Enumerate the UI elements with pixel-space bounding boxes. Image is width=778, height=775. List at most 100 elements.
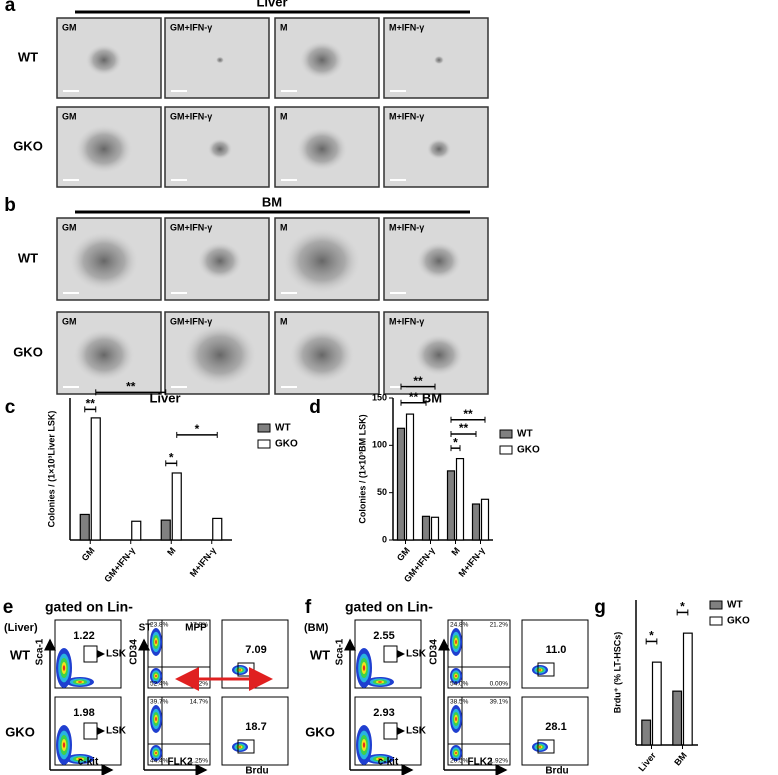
flow-plot	[521, 619, 589, 689]
bar	[131, 520, 142, 541]
panel-label: d	[309, 397, 321, 418]
gate-value: 1.22	[73, 630, 94, 642]
image-label: M	[280, 316, 288, 326]
micrograph	[383, 217, 489, 301]
density-contour	[155, 751, 157, 755]
x-tick-label: GM	[80, 545, 97, 563]
significance-label: *	[649, 629, 654, 643]
brdu-value: 11.0	[546, 644, 567, 656]
legend-label: WT	[727, 600, 743, 611]
image-label: M+IFN-γ	[389, 22, 424, 32]
legend-swatch	[257, 439, 271, 449]
colony	[415, 334, 463, 376]
legend-label: GKO	[517, 445, 540, 456]
image-label: GM	[62, 22, 77, 32]
y-tick-label: 100	[372, 440, 387, 450]
colony	[297, 127, 347, 171]
bar	[79, 513, 90, 541]
tissue-label: (Liver)	[4, 622, 38, 634]
quadrant-label: MPP	[185, 623, 207, 634]
panel-label: a	[5, 0, 16, 16]
row-label: WT	[18, 250, 38, 265]
image-label: M	[280, 111, 288, 121]
gate	[237, 739, 255, 754]
bar	[421, 515, 431, 541]
density-contour	[238, 746, 242, 748]
image-label: GM	[62, 316, 77, 326]
density-contour	[62, 742, 66, 748]
quadrant-value: 44.4%	[150, 758, 169, 765]
image-label: M	[280, 222, 288, 232]
row-label: WT	[10, 647, 30, 662]
quadrant-value: 21.2%	[490, 622, 509, 629]
colony	[184, 324, 256, 386]
image-label: M+IFN-γ	[389, 316, 424, 326]
gate-label: LSK	[406, 649, 427, 660]
image-label: M+IFN-γ	[389, 222, 424, 232]
legend-swatch	[499, 445, 513, 455]
bar	[396, 427, 406, 541]
significance-label: **	[86, 397, 96, 411]
quadrant-value: 20.5%	[450, 758, 469, 765]
gate-value: 2.93	[373, 707, 394, 719]
colony	[284, 228, 360, 294]
brdu-value: 7.09	[245, 644, 266, 656]
bar	[455, 457, 465, 541]
axis-label: CD34	[129, 639, 140, 665]
y-tick-label: 50	[377, 487, 387, 497]
gate	[537, 662, 555, 677]
gate-label: LSK	[106, 649, 127, 660]
brdu-value: 28.1	[545, 721, 566, 733]
chart-title: BM	[422, 390, 442, 405]
bar	[446, 470, 456, 541]
quadrant-value: 23.8%	[150, 622, 169, 629]
density-contour	[538, 669, 542, 671]
colony	[198, 242, 242, 280]
axis-label: c-kit	[378, 757, 399, 768]
y-axis-label: Colonies / (1×10³Liver LSK)	[46, 411, 56, 528]
density-contour	[155, 717, 157, 721]
legend-label: WT	[275, 423, 291, 434]
quadrant-value: 54.0%	[450, 681, 469, 688]
legend-label: GKO	[727, 616, 750, 627]
quadrant-value: 1.92%	[490, 758, 509, 765]
panel-label: g	[594, 597, 606, 618]
significance-label: *	[453, 435, 458, 449]
row-label: WT	[18, 49, 38, 64]
flow-plot	[221, 696, 289, 766]
axis-label: Brdu	[245, 766, 268, 775]
colony	[74, 329, 134, 381]
quadrant-value: 1.25%	[190, 758, 209, 765]
legend-swatch	[499, 429, 513, 439]
x-tick-label: M+IFN-γ	[188, 545, 218, 578]
gate-title: gated on Lin-	[45, 599, 133, 615]
panel-label: e	[3, 597, 14, 618]
density-contour	[455, 717, 457, 721]
bar	[212, 517, 223, 541]
axis-label: Sca-1	[335, 638, 346, 665]
quadrant-value: 14.7%	[190, 699, 209, 706]
panel-label: b	[4, 195, 16, 216]
legend-swatch	[709, 600, 723, 610]
axis-label: FLK2	[468, 757, 493, 768]
panel-title: Liver	[256, 0, 287, 9]
quadrant-value: 52.4%	[150, 681, 169, 688]
significance-label: *	[169, 450, 174, 464]
quadrant-value: 0.00%	[490, 681, 509, 688]
quadrant-value: 24.8%	[450, 622, 469, 629]
colony	[86, 44, 122, 76]
image-label: M	[280, 22, 288, 32]
bar	[480, 498, 490, 541]
colony	[417, 242, 461, 280]
significance-label: *	[680, 600, 685, 614]
density-contour	[78, 681, 82, 683]
significance-label: *	[195, 422, 200, 436]
image-label: GM	[62, 222, 77, 232]
quadrant-value: 6.02%	[190, 681, 209, 688]
density-contour	[155, 674, 157, 678]
significance-label: **	[413, 374, 423, 388]
x-tick-label: BM	[672, 750, 689, 767]
bar	[405, 413, 415, 541]
quadrant-value: 38.5%	[450, 699, 469, 706]
